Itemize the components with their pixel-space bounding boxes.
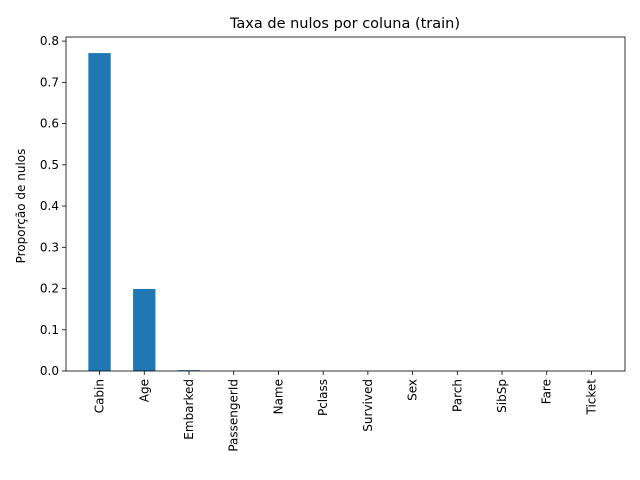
x-tick-label: Parch xyxy=(450,379,464,412)
x-tick-label: Name xyxy=(271,379,285,414)
x-tick-label: Age xyxy=(137,379,151,402)
bar-embarked xyxy=(177,370,201,371)
x-axis: Cabin Age Embarked PassengerId Name Pclass Sur… xyxy=(93,371,598,452)
plot-frame xyxy=(65,36,626,372)
y-tick-label: 0.6 xyxy=(40,117,59,131)
bar-age xyxy=(133,288,156,371)
y-tick-label: 0.4 xyxy=(40,199,59,213)
x-tick-label: Cabin xyxy=(93,379,107,413)
y-tick-label: 0.0 xyxy=(40,364,59,378)
x-tick-label: Sex xyxy=(406,379,420,401)
y-tick-label: 0.7 xyxy=(40,75,59,89)
y-axis-label: Proporção de nulos xyxy=(14,149,28,264)
x-tick-label: Pclass xyxy=(316,379,330,416)
x-tick-label: Survived xyxy=(361,379,375,432)
x-tick-label: Embarked xyxy=(182,379,196,440)
y-tick-label: 0.8 xyxy=(40,34,59,48)
bar-cabin xyxy=(88,53,111,371)
x-tick-label: Fare xyxy=(540,379,554,404)
x-tick-label: SibSp xyxy=(495,379,509,413)
bars-group xyxy=(88,53,201,371)
y-tick-label: 0.5 xyxy=(40,158,59,172)
x-tick-label: PassengerId xyxy=(227,379,241,452)
y-tick-label: 0.3 xyxy=(40,240,59,254)
y-axis: 0.0 0.1 0.2 0.3 0.4 0.5 0.6 0.7 0.8 xyxy=(40,34,66,378)
y-tick-label: 0.2 xyxy=(40,282,59,296)
y-tick-label: 0.1 xyxy=(40,323,59,337)
chart-title: Taxa de nulos por coluna (train) xyxy=(229,16,460,32)
x-tick-label: Ticket xyxy=(584,379,598,416)
